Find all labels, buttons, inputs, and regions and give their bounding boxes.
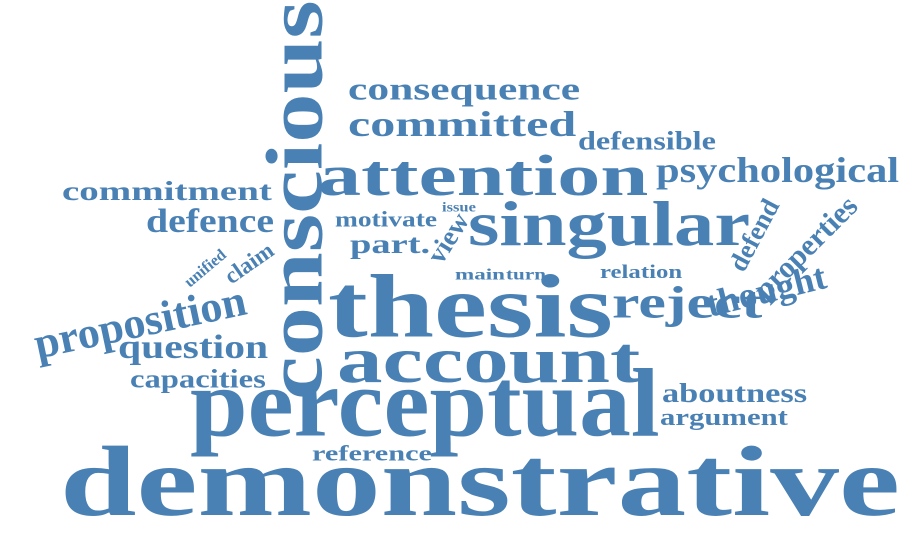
word-issue: issue	[442, 199, 476, 215]
word-relation: relation	[600, 260, 683, 282]
word-account: account	[337, 323, 641, 397]
word-consequence: consequence	[348, 71, 581, 107]
word-defence: defence	[146, 201, 275, 240]
word-defensible: defensible	[578, 126, 716, 156]
word-main: main	[455, 265, 505, 283]
word-commitment: commitment	[62, 175, 272, 207]
word-reject: reject	[612, 277, 763, 328]
word-singular: singular	[468, 188, 751, 260]
word-committed: committed	[348, 103, 577, 144]
word-psychological: psychological	[656, 149, 900, 190]
word-thesis: thesis	[328, 256, 613, 357]
word-aboutness: aboutness	[662, 377, 808, 409]
word-turn: turn	[506, 265, 546, 283]
word-motivate: motivate	[335, 206, 438, 232]
word-question: question	[118, 327, 269, 366]
word-argument: argument	[660, 403, 788, 431]
word-demonstrative: demonstrative	[60, 426, 900, 533]
word-reference: reference	[312, 440, 432, 466]
word-perceptual: perceptual	[190, 349, 660, 457]
word-part: part.	[350, 228, 431, 260]
word-capacities: capacities	[130, 364, 266, 394]
word-attention: attention	[318, 143, 649, 208]
